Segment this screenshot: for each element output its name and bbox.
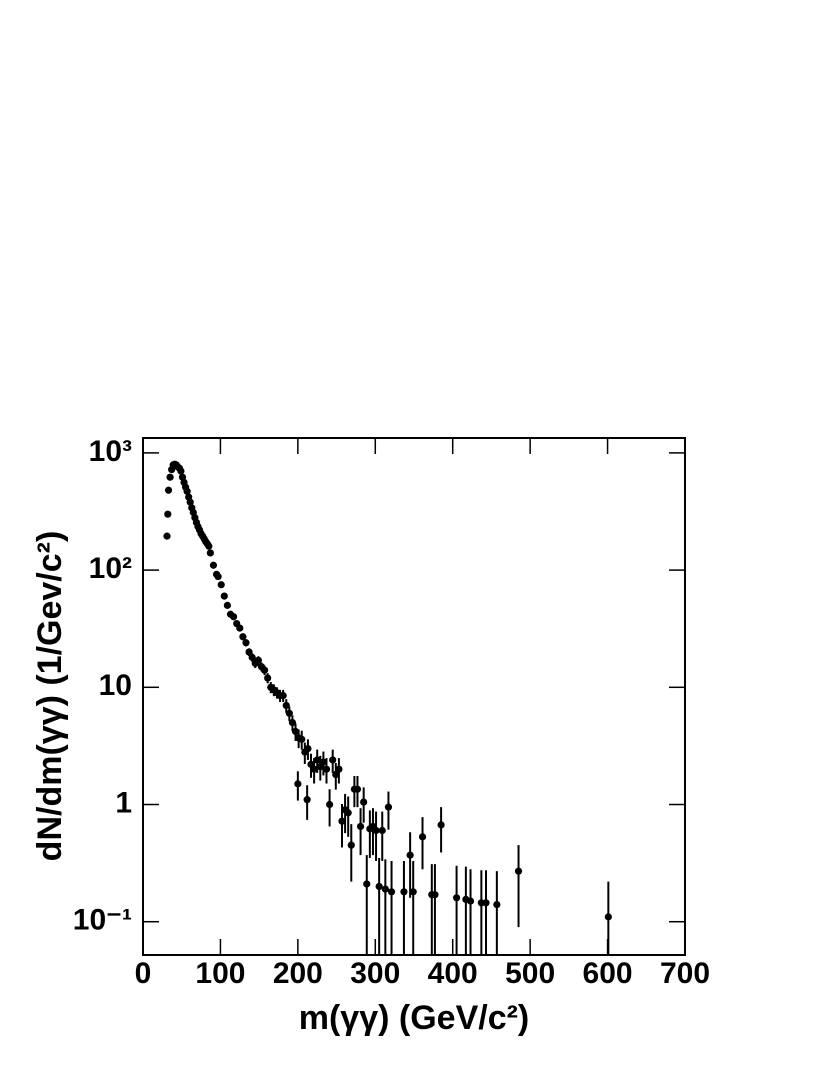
y-tick-label: 10 [99,669,132,702]
data-point [294,780,302,788]
data-point [353,785,362,793]
data-point [431,891,439,899]
data-point [384,803,393,811]
data-point [229,613,238,621]
data-point [344,809,352,817]
data-point [360,798,368,806]
y-axis-title: dN/dm(γγ) (1/Gev/c²) [31,531,69,862]
x-tick-label: 300 [350,957,400,990]
x-tick-label: 100 [195,957,245,990]
data-point [378,826,386,835]
x-tick-label: 400 [428,957,478,990]
data-point [285,709,293,717]
data-point [217,581,225,589]
y-tick-label: 10³ [89,435,132,468]
data-point [400,888,408,896]
data-point [313,756,321,764]
data-point [452,894,461,902]
x-tick-label: 200 [273,957,323,990]
data-point [220,592,228,600]
data-point [466,897,475,905]
data-point [236,624,244,632]
data-point [319,758,328,766]
data-point [206,549,214,557]
data-point [288,718,297,727]
data-point [387,888,396,896]
data-point [214,573,222,581]
data-point [264,674,272,682]
y-tick-label: 10² [89,552,132,585]
data-point [239,633,247,641]
data-point [282,701,290,710]
data-point [303,796,311,804]
data-point [482,899,490,907]
x-tick-label: 700 [660,957,710,990]
y-tick-label: 10⁻¹ [73,904,132,937]
x-tick-label: 500 [505,957,555,990]
data-point [304,744,312,753]
x-axis-title: m(γγ) (GeV/c²) [299,999,530,1037]
data-point [356,822,365,831]
data-point [493,900,501,909]
data-point [363,880,371,888]
data-point [310,765,318,773]
y-tick-label: 1 [115,786,132,819]
data-point [163,532,171,540]
data-point [335,765,343,773]
data-point [604,913,612,921]
data-point [406,851,414,859]
data-point [372,826,380,835]
data-point [177,467,185,475]
data-point [375,882,383,891]
data-point [248,653,256,661]
data-point [279,691,287,700]
data-point [183,487,191,495]
data-point [381,885,389,893]
data-point [418,833,427,841]
data-point [164,486,173,494]
data-point [347,841,355,849]
data-point [209,561,218,569]
data-point [338,817,346,825]
data-point [166,473,174,481]
data-point [329,756,337,764]
data-point [437,821,445,829]
data-point [409,888,417,896]
data-point [298,735,306,743]
data-point [242,639,250,647]
data-point [223,601,231,609]
data-point [205,542,213,550]
x-tick-label: 0 [135,957,152,990]
data-point [326,800,334,809]
data-point [254,656,262,664]
data-point [514,867,523,875]
data-layer [163,460,612,955]
data-point [245,648,253,656]
data-point [332,770,340,779]
data-point [260,666,269,674]
data-point [186,498,194,506]
data-point [164,510,172,518]
data-point [291,727,300,736]
x-tick-label: 600 [583,957,633,990]
data-point [322,765,331,773]
